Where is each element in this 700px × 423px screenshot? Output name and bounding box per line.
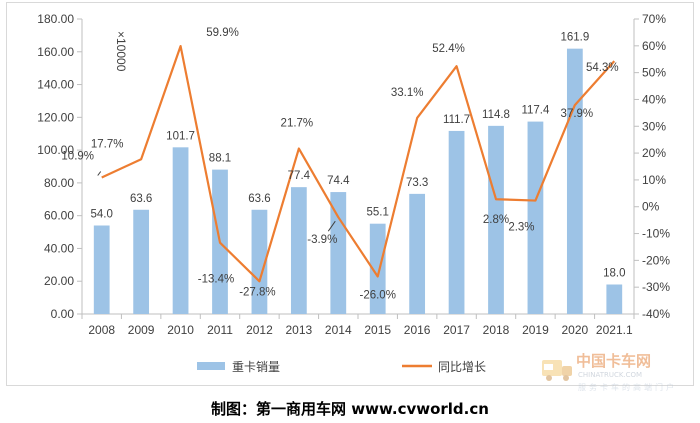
x-tick-label: 2012 — [246, 323, 273, 337]
x-tick-label: 2018 — [483, 323, 510, 337]
left-tick-label: 120.00 — [37, 110, 74, 124]
right-tick-label: 30% — [642, 119, 666, 133]
x-tick-label: 2020 — [562, 323, 589, 337]
left-tick-label: 20.00 — [44, 274, 74, 288]
left-tick-label: 140.00 — [37, 78, 74, 92]
bar-value-label: 74.4 — [327, 175, 350, 187]
growth-value-label: 52.4% — [432, 43, 465, 55]
growth-value-label: 2.8% — [483, 214, 509, 226]
right-tick-label: 10% — [642, 173, 666, 187]
growth-value-label: 17.7% — [91, 138, 124, 150]
growth-value-label: 21.7% — [281, 118, 314, 130]
legend: 重卡销量 同比增长 — [197, 360, 486, 374]
chart-frame: 0.00 20.00 40.00 60.00 80.00 100.00 120.00 140.… — [6, 2, 694, 386]
x-tick-label: 2021.1 — [596, 323, 633, 337]
bar-value-label: 54.0 — [91, 209, 113, 221]
right-tick-label: -10% — [642, 227, 670, 241]
growth-value-label: -26.0% — [359, 289, 395, 301]
bars — [93, 48, 623, 315]
growth-value-label: 54.3% — [586, 62, 619, 74]
right-tick-label: -20% — [642, 253, 670, 267]
x-tick-label: 2014 — [325, 323, 352, 337]
growth-line — [101, 44, 616, 283]
x-tick-label: 2019 — [522, 323, 549, 337]
growth-value-label: -3.9% — [307, 234, 337, 246]
label-leader-line — [327, 220, 336, 232]
data-labels: 54.0 63.6 101.7 88.1 63.6 77.4 74.4 55.1 73.3 111… — [61, 27, 625, 301]
left-tick-label: 80.00 — [44, 176, 74, 190]
growth-value-label: 10.9% — [61, 150, 94, 162]
x-tick-label: 2010 — [167, 323, 194, 337]
bar — [448, 130, 465, 314]
growth-line-path — [101, 44, 616, 283]
x-tick-label: 2015 — [364, 323, 391, 337]
bar — [488, 125, 504, 314]
bar — [566, 48, 583, 315]
bar-value-label: 117.4 — [521, 105, 550, 117]
bar-value-label: 63.6 — [130, 193, 152, 205]
x-tick-label: 2011 — [207, 323, 233, 337]
bar-value-label: 77.4 — [288, 170, 311, 182]
bar — [527, 121, 544, 314]
bar — [93, 225, 110, 314]
right-tick-label: 20% — [642, 146, 666, 160]
left-tick-label: 60.00 — [44, 209, 74, 223]
bar-value-label: 18.0 — [603, 268, 625, 280]
x-tick-label: 2008 — [88, 323, 115, 337]
legend-bar-label: 重卡销量 — [232, 360, 280, 374]
left-tick-label: 40.00 — [44, 241, 74, 255]
left-tick-label: 180.00 — [37, 12, 74, 26]
watermark-brand-latin: CHINATRUCK.COM — [578, 371, 642, 379]
bar-value-label: 114.8 — [482, 109, 510, 121]
bar — [330, 192, 347, 314]
watermark-tagline: 服务卡车的高端门户 — [578, 382, 677, 392]
bar-value-label: 111.7 — [443, 114, 470, 126]
bar — [369, 223, 386, 314]
legend-line-label: 同比增长 — [438, 360, 486, 374]
bar — [133, 209, 150, 314]
x-tick-label: 2009 — [128, 323, 155, 337]
x-tick-label: 2016 — [404, 323, 431, 337]
bar-value-label: 88.1 — [209, 153, 231, 165]
truck-logo-icon — [542, 360, 572, 381]
right-tick-label: 70% — [642, 12, 666, 26]
growth-value-label: -13.4% — [198, 274, 234, 286]
axes: 0.00 20.00 40.00 60.00 80.00 100.00 120.00 140.… — [37, 12, 670, 337]
bar-value-label: 63.6 — [248, 193, 270, 205]
left-axis-unit: ×10000 — [114, 31, 128, 72]
growth-value-label: 59.9% — [206, 27, 239, 39]
bar-value-label: 73.3 — [406, 177, 428, 189]
left-tick-label: 160.00 — [37, 45, 74, 59]
bar-value-label: 55.1 — [367, 207, 389, 219]
chart-svg: 0.00 20.00 40.00 60.00 80.00 100.00 120.00 140.… — [37, 12, 670, 374]
bar — [290, 187, 307, 314]
left-tick-label: 0.00 — [51, 307, 75, 321]
right-tick-label: 40% — [642, 92, 666, 106]
bar-value-label: 161.9 — [560, 32, 589, 44]
growth-value-label: 33.1% — [391, 87, 424, 99]
bar — [172, 147, 189, 314]
left-tick-label: 100.00 — [37, 143, 74, 157]
right-tick-label: -40% — [642, 307, 670, 321]
growth-value-label: 2.3% — [508, 222, 534, 234]
watermark-brand: 中国卡车网 — [576, 352, 651, 370]
x-tick-label: 2017 — [443, 323, 470, 337]
right-tick-label: 0% — [642, 200, 660, 214]
chinatruck-watermark: 中国卡车网 CHINATRUCK.COM 服务卡车的高端门户 — [542, 352, 677, 392]
legend-bar-swatch — [197, 362, 225, 370]
right-tick-label: -30% — [642, 280, 670, 294]
bar — [409, 193, 426, 314]
bar — [606, 284, 623, 314]
bar-value-label: 101.7 — [166, 130, 195, 142]
right-tick-label: 60% — [642, 39, 666, 53]
growth-value-label: -27.8% — [239, 286, 275, 298]
right-tick-label: 50% — [642, 66, 666, 80]
chart-caption: 制图：第一商用车网 www.cvworld.cn — [211, 400, 489, 418]
label-leader-line — [97, 171, 102, 176]
x-tick-label: 2013 — [286, 323, 313, 337]
growth-value-label: 37.9% — [561, 108, 594, 120]
bar — [251, 209, 268, 314]
